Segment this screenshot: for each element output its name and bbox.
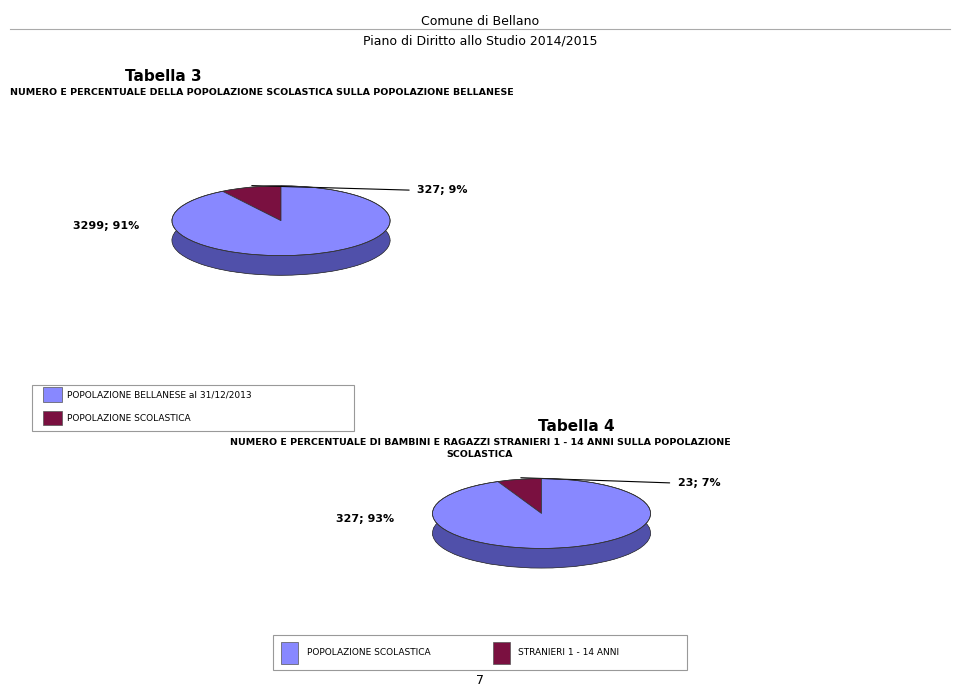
Text: Comune di Bellano: Comune di Bellano [420, 15, 540, 28]
Polygon shape [172, 186, 390, 256]
Polygon shape [223, 186, 281, 221]
Text: 23; 7%: 23; 7% [678, 478, 721, 488]
Bar [281, 642, 299, 664]
Text: POPOLAZIONE SCOLASTICA: POPOLAZIONE SCOLASTICA [307, 648, 430, 656]
Bar [492, 642, 510, 664]
Polygon shape [172, 186, 390, 275]
Ellipse shape [172, 205, 390, 275]
Text: 3299; 91%: 3299; 91% [73, 221, 139, 231]
Text: Tabella 3: Tabella 3 [125, 69, 202, 85]
Text: Piano di Diritto allo Studio 2014/2015: Piano di Diritto allo Studio 2014/2015 [363, 35, 597, 48]
Text: NUMERO E PERCENTUALE DELLA POPOLAZIONE SCOLASTICA SULLA POPOLAZIONE BELLANESE: NUMERO E PERCENTUALE DELLA POPOLAZIONE S… [10, 88, 514, 97]
Bar [42, 387, 61, 402]
Polygon shape [497, 479, 541, 514]
Text: STRANIERI 1 - 14 ANNI: STRANIERI 1 - 14 ANNI [518, 648, 619, 656]
Text: NUMERO E PERCENTUALE DI BAMBINI E RAGAZZI STRANIERI 1 - 14 ANNI SULLA POPOLAZION: NUMERO E PERCENTUALE DI BAMBINI E RAGAZZ… [229, 438, 731, 447]
Text: POPOLAZIONE BELLANESE al 31/12/2013: POPOLAZIONE BELLANESE al 31/12/2013 [67, 390, 252, 399]
Text: Tabella 4: Tabella 4 [538, 419, 614, 435]
Text: 327; 9%: 327; 9% [418, 185, 468, 195]
Polygon shape [433, 479, 651, 548]
FancyBboxPatch shape [33, 385, 353, 430]
Text: 327; 93%: 327; 93% [336, 514, 395, 524]
Text: SCOLASTICA: SCOLASTICA [446, 450, 514, 459]
Polygon shape [433, 479, 651, 568]
Text: 7: 7 [476, 674, 484, 687]
Bar [42, 411, 61, 426]
Text: POPOLAZIONE SCOLASTICA: POPOLAZIONE SCOLASTICA [67, 414, 190, 423]
Ellipse shape [432, 498, 651, 568]
FancyBboxPatch shape [273, 635, 687, 670]
